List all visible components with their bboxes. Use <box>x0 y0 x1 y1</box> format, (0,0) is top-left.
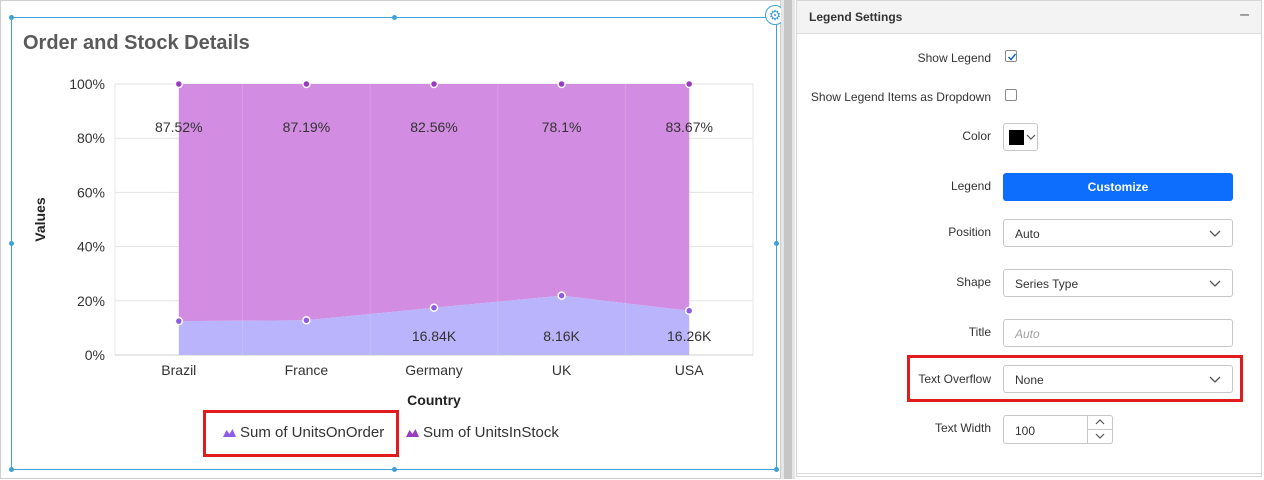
marker-units-in-stock <box>557 79 566 89</box>
marker-units-in-stock <box>174 79 184 89</box>
resize-handle-top-left[interactable] <box>9 15 14 20</box>
y-tick-label: 20% <box>77 293 105 309</box>
data-label-units-on-order: 16.26K <box>667 328 712 344</box>
marker-units-in-stock <box>302 79 311 89</box>
shape-label: Shape <box>956 275 991 289</box>
title-label: Title <box>968 325 991 339</box>
x-tick-label: Brazil <box>161 362 196 378</box>
dropdown-items-checkbox[interactable] <box>1005 89 1017 101</box>
area-units-in-stock <box>178 84 690 322</box>
legend-label: Legend <box>950 179 991 193</box>
data-label-units-in-stock: 82.56% <box>410 119 457 135</box>
x-tick-label: USA <box>675 362 704 378</box>
x-tick-label: UK <box>552 362 572 378</box>
chart-title: Order and Stock Details <box>23 32 250 54</box>
chevron-down-icon <box>1026 134 1036 140</box>
splitter-bar[interactable] <box>784 0 792 479</box>
resize-handle-bottom-left[interactable] <box>9 467 14 472</box>
widget-canvas: Order and Stock Details 0% 20% 40% 60% 80% 10… <box>0 0 781 479</box>
increment-button[interactable] <box>1088 416 1112 430</box>
title-placeholder: Auto <box>1015 327 1040 341</box>
customize-button[interactable]: Customize <box>1003 173 1233 201</box>
shape-value: Series Type <box>1015 277 1079 291</box>
legend-icon-units-in-stock <box>406 429 419 437</box>
title-input[interactable]: Auto <box>1003 319 1233 347</box>
marker-units-on-order <box>684 306 694 315</box>
chevron-down-icon <box>1209 230 1221 237</box>
position-select[interactable]: Auto <box>1003 219 1233 247</box>
marker-units-on-order <box>302 316 311 325</box>
data-label-units-on-order: 8.16K <box>543 328 580 344</box>
decrement-button[interactable] <box>1088 430 1112 443</box>
minus-icon[interactable]: – <box>1240 6 1249 23</box>
panel-header[interactable]: Legend Settings – <box>797 1 1261 34</box>
resize-handle-bottom-right[interactable] <box>774 467 779 472</box>
show-legend-label: Show Legend <box>917 51 991 65</box>
spin-buttons <box>1087 416 1112 443</box>
y-tick-label: 60% <box>77 184 105 200</box>
chevron-down-icon <box>1095 433 1105 439</box>
text-width-label: Text Width <box>934 421 991 435</box>
data-label-units-in-stock: 83.67% <box>665 119 712 135</box>
show-legend-checkbox[interactable] <box>1005 50 1017 62</box>
x-tick-label: France <box>285 362 329 378</box>
dropdown-items-label: Show Legend Items as Dropdown <box>810 90 991 104</box>
position-label: Position <box>948 225 991 239</box>
y-axis-title: Values <box>32 197 48 242</box>
color-picker[interactable] <box>1003 123 1038 151</box>
color-swatch <box>1009 130 1024 145</box>
marker-units-in-stock <box>429 79 439 89</box>
y-tick-label: 80% <box>77 130 105 146</box>
text-overflow-value: None <box>1015 373 1044 387</box>
chevron-down-icon <box>1209 376 1221 383</box>
x-axis-title: Country <box>407 392 461 408</box>
y-tick-label: 0% <box>85 347 105 363</box>
panel-divider <box>797 473 1261 474</box>
x-tick-label: Germany <box>405 362 463 378</box>
resize-handle-right[interactable] <box>774 241 779 246</box>
marker-units-on-order <box>174 316 184 326</box>
text-overflow-select[interactable]: None <box>1003 365 1233 393</box>
y-tick-label: 40% <box>77 239 105 255</box>
legend-icon-units-on-order <box>223 429 236 437</box>
marker-units-on-order <box>429 303 439 312</box>
resize-handle-top[interactable] <box>392 15 397 20</box>
text-overflow-label: Text Overflow <box>918 372 991 386</box>
data-label-units-in-stock: 87.52% <box>155 119 202 135</box>
panel-splitter[interactable] <box>781 0 795 479</box>
y-tick-label: 100% <box>69 76 105 92</box>
resize-handle-bottom[interactable] <box>392 467 397 472</box>
text-width-value: 100 <box>1015 424 1036 438</box>
data-label-units-in-stock: 87.19% <box>283 119 330 135</box>
checkmark-icon <box>1007 53 1017 61</box>
legend-label-units-in-stock: Sum of UnitsInStock <box>423 424 559 441</box>
chevron-up-icon <box>1095 419 1105 425</box>
position-value: Auto <box>1015 227 1040 241</box>
legend-settings-panel: Legend Settings – Show Legend Show Legen… <box>796 0 1262 477</box>
panel-title: Legend Settings <box>809 10 903 24</box>
data-label-units-in-stock: 78.1% <box>542 119 582 135</box>
area-chart: 0% 20% 40% 60% 80% 100% 87.52% 87.19% 82.56% 78.1… <box>32 76 754 441</box>
area-units-on-order <box>178 295 690 355</box>
shape-select[interactable]: Series Type <box>1003 269 1233 297</box>
text-width-stepper[interactable]: 100 <box>1003 415 1113 444</box>
marker-units-on-order <box>557 291 566 300</box>
legend-label-units-on-order: Sum of UnitsOnOrder <box>240 424 384 441</box>
text-overflow-highlight <box>907 355 1243 402</box>
resize-handle-left[interactable] <box>9 241 14 246</box>
data-label-units-on-order: 16.84K <box>412 328 457 344</box>
color-label: Color <box>962 129 991 143</box>
legend-item-highlight <box>203 410 399 457</box>
marker-units-in-stock <box>684 79 694 89</box>
chevron-down-icon <box>1209 280 1221 287</box>
